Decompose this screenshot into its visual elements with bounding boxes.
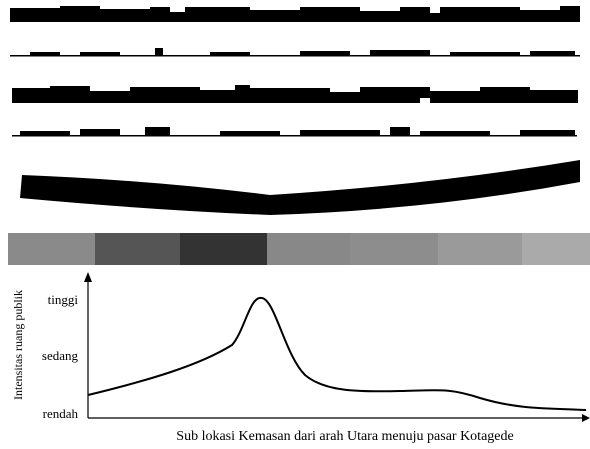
y-level: rendah	[43, 406, 79, 421]
figure-ground-strip	[12, 85, 578, 103]
figure-ground-strip	[10, 6, 580, 22]
figure-ground-strip	[12, 127, 577, 137]
axis-arrow	[84, 272, 92, 282]
y-level: sedang	[42, 348, 79, 363]
intensity-band	[8, 233, 590, 265]
x-axis-title: Sub lokasi Kemasan dari arah Utara menuj…	[176, 429, 513, 444]
axis-arrow	[582, 414, 590, 422]
intensity-curve	[87, 296, 587, 411]
y-axis-title: Intensitas ruang publik	[11, 290, 25, 400]
axes	[87, 280, 584, 419]
y-level: tinggi	[48, 292, 79, 307]
figure-ground-strip	[20, 160, 580, 215]
figure-ground-strip	[10, 48, 580, 57]
